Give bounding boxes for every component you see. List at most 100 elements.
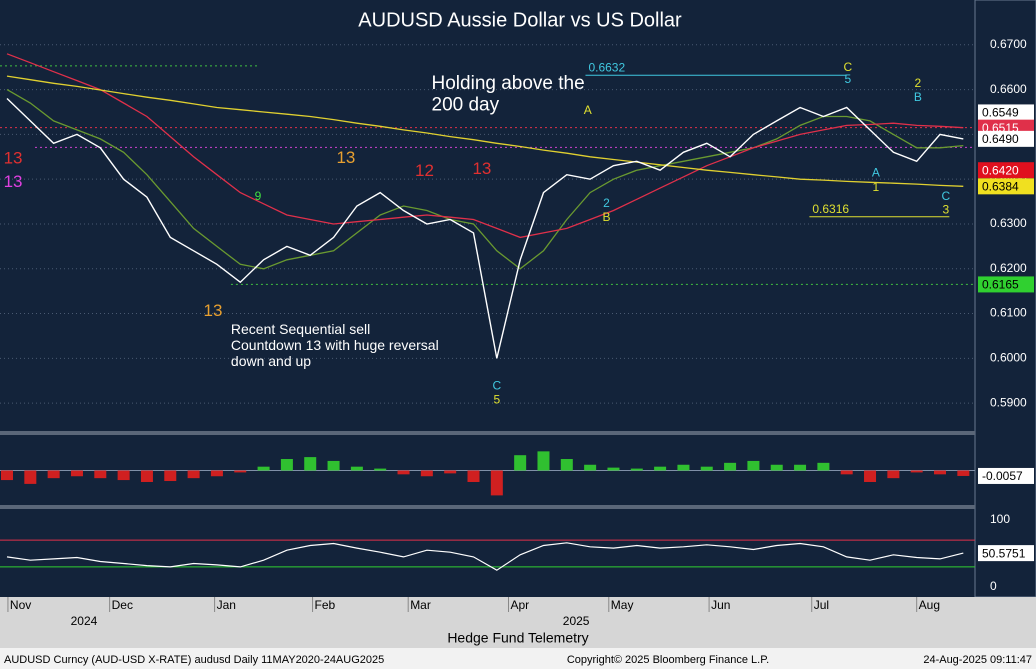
bar xyxy=(210,470,223,477)
x-tick-label: Jul xyxy=(814,598,829,612)
bar xyxy=(934,470,947,475)
sequential-marker: 2 xyxy=(603,196,610,210)
bar xyxy=(537,451,550,471)
panel-divider xyxy=(0,505,975,509)
bar xyxy=(397,470,410,475)
x-tick-label: Nov xyxy=(10,598,31,612)
series-line xyxy=(6,53,964,239)
level-label: 0.6632 xyxy=(588,60,625,74)
price-tag xyxy=(978,130,1034,147)
sequential-marker: 12 xyxy=(415,161,434,180)
bar xyxy=(630,468,643,471)
bar xyxy=(350,466,363,471)
bar xyxy=(724,462,737,471)
price-tag xyxy=(978,545,1034,562)
sequential-marker: 13 xyxy=(336,148,355,167)
bar xyxy=(910,470,923,473)
annotation: Recent Sequential sell xyxy=(231,321,370,337)
bar xyxy=(374,468,387,471)
bar xyxy=(654,466,667,471)
y-tick-label: 0 xyxy=(990,579,997,593)
bar xyxy=(770,464,783,471)
copyright: Copyright© 2025 Bloomberg Finance L.P. xyxy=(567,654,769,666)
sequential-marker: A xyxy=(584,103,592,117)
bar xyxy=(700,466,713,471)
sequential-marker: 13 xyxy=(472,159,491,178)
annotation: down and up xyxy=(231,353,311,369)
bar xyxy=(467,470,480,482)
series-line xyxy=(6,97,964,359)
bar xyxy=(234,470,247,473)
y-tick-label: 0.6700 xyxy=(990,37,1027,51)
y-tick-label: 0.6300 xyxy=(990,216,1027,230)
bar xyxy=(747,460,760,471)
sequential-marker: 1 xyxy=(873,180,880,194)
price-tag xyxy=(978,178,1034,195)
bar xyxy=(444,470,457,474)
x-tick-label: Jun xyxy=(711,598,730,612)
bar xyxy=(607,467,620,471)
price-tag xyxy=(978,162,1034,179)
series-line xyxy=(6,89,964,270)
sequential-marker: 5 xyxy=(493,393,500,407)
year-label: 2024 xyxy=(71,614,98,628)
bar xyxy=(117,470,130,481)
bar xyxy=(677,464,690,471)
sequential-marker: 13 xyxy=(4,148,23,167)
sequential-marker: 5 xyxy=(845,72,852,86)
x-tick-label: Apr xyxy=(510,598,529,612)
bar xyxy=(957,470,970,476)
bar xyxy=(327,460,340,471)
sequential-marker: 2 xyxy=(915,76,922,90)
bar xyxy=(24,470,37,484)
brand: Hedge Fund Telemetry xyxy=(447,630,588,646)
y-tick-label: 0.6000 xyxy=(990,351,1027,365)
sequential-marker: C xyxy=(492,379,501,393)
bar xyxy=(94,470,107,479)
sequential-marker: 9 xyxy=(255,189,262,203)
y-tick-label: 0.6200 xyxy=(990,261,1027,275)
bar xyxy=(0,470,13,481)
y-tick-label: 0.6600 xyxy=(990,82,1027,96)
x-tick-label: Mar xyxy=(410,598,431,612)
x-tick-label: Jan xyxy=(217,598,236,612)
sequential-marker: 13 xyxy=(4,172,23,191)
ticker: AUDUSD Curncy (AUD-USD X-RATE) audusd Da… xyxy=(4,654,384,666)
bar xyxy=(490,470,503,496)
price-tag xyxy=(978,467,1034,484)
sequential-marker: C xyxy=(942,189,951,203)
bar xyxy=(887,470,900,479)
bar xyxy=(257,466,270,471)
year-label: 2025 xyxy=(563,614,590,628)
bar xyxy=(187,470,200,479)
sequential-marker: B xyxy=(602,210,610,224)
price-tag-label: 0.6420 xyxy=(982,163,1019,177)
price-tag-label: 0.6490 xyxy=(982,132,1019,146)
annotation: Countdown 13 with huge reversal xyxy=(231,337,439,353)
series-line xyxy=(6,75,964,187)
bar xyxy=(164,470,177,482)
x-axis-band xyxy=(0,597,1036,648)
series-line xyxy=(6,542,964,571)
timestamp: 24-Aug-2025 09:11:47 xyxy=(923,654,1032,666)
price-tag xyxy=(978,104,1034,121)
annotation: Holding above the xyxy=(432,73,585,94)
y-tick-label: 0.5900 xyxy=(990,395,1027,409)
bar xyxy=(560,459,573,471)
price-tag-label: 0.6384 xyxy=(982,180,1019,194)
price-tag xyxy=(978,276,1034,293)
level-label: 0.6316 xyxy=(812,202,849,216)
chart-title: AUDUSD Aussie Dollar vs US Dollar xyxy=(358,9,682,31)
x-tick-label: Dec xyxy=(112,598,133,612)
sequential-marker: 3 xyxy=(942,203,949,217)
bar xyxy=(514,455,527,471)
footer-band xyxy=(0,648,1036,669)
x-tick-label: Aug xyxy=(919,598,940,612)
price-tag-label: 50.5751 xyxy=(982,546,1026,560)
panel-divider xyxy=(0,431,975,435)
bar xyxy=(280,459,293,471)
bar xyxy=(794,464,807,471)
sequential-marker: 13 xyxy=(203,301,222,320)
bar xyxy=(304,457,317,471)
